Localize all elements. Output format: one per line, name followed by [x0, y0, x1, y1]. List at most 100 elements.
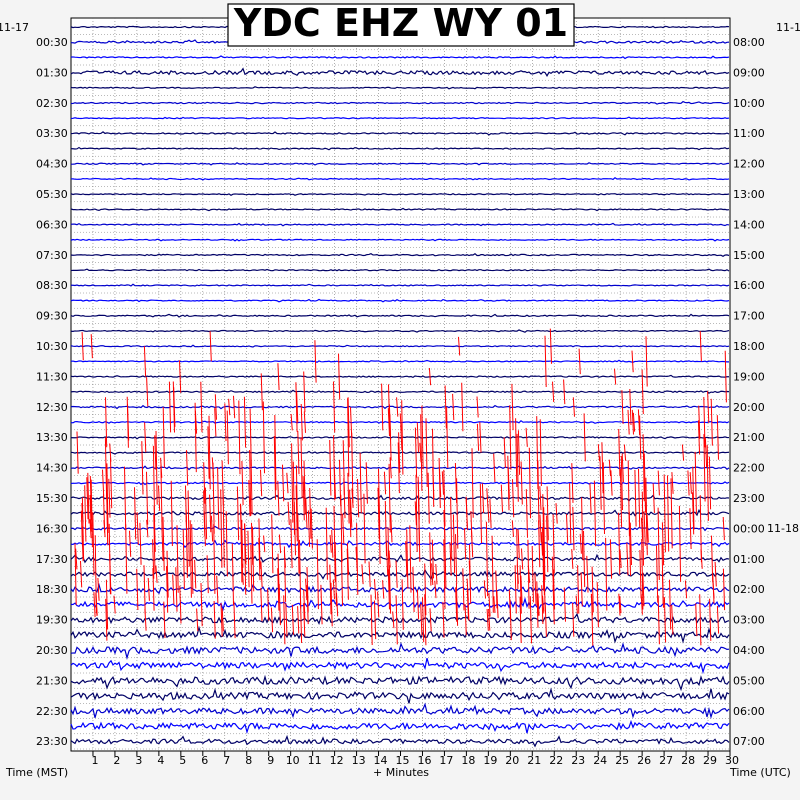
event-spike	[357, 478, 360, 518]
event-spike	[429, 532, 432, 586]
left-time-label: 11:30	[36, 370, 68, 383]
event-spike	[225, 511, 228, 577]
event-spike	[303, 603, 306, 637]
event-spike	[351, 488, 354, 508]
event-spike	[695, 603, 698, 637]
event-spike	[300, 437, 303, 499]
event-spike	[126, 396, 129, 448]
event-spike	[161, 526, 164, 561]
event-spike	[618, 593, 621, 616]
event-spike	[425, 418, 428, 488]
event-spike	[700, 549, 703, 569]
event-spike	[395, 560, 398, 588]
event-spike	[347, 472, 350, 524]
event-spike	[476, 396, 479, 418]
left-time-label: 12:30	[36, 401, 68, 414]
left-time-label: 21:30	[36, 674, 68, 687]
event-spike	[209, 494, 212, 533]
event-spike	[599, 456, 602, 510]
event-spike	[552, 569, 556, 610]
event-spike	[214, 408, 217, 437]
event-spike	[481, 483, 485, 514]
event-spike	[578, 348, 581, 375]
event-spike	[488, 608, 491, 631]
event-spike	[414, 427, 418, 478]
event-spike	[571, 463, 574, 503]
event-spike	[555, 503, 558, 524]
event-spike	[175, 567, 178, 612]
event-spike	[186, 450, 189, 486]
event-spike	[471, 530, 474, 558]
event-spike	[422, 597, 425, 643]
event-spike	[416, 589, 420, 620]
x-tick-label: 3	[135, 754, 142, 767]
event-spike	[108, 478, 111, 518]
event-spike	[87, 472, 90, 524]
event-spike	[610, 470, 613, 496]
event-spike	[583, 530, 586, 588]
event-spike	[711, 535, 714, 583]
right-time-label: 14:00	[733, 218, 765, 231]
event-spike	[516, 433, 519, 502]
event-spike	[110, 457, 113, 509]
event-spike	[546, 515, 549, 573]
event-spike	[306, 585, 309, 625]
event-spike	[106, 463, 109, 534]
event-spike	[374, 579, 377, 600]
event-spike	[387, 569, 390, 610]
event-spike	[641, 491, 644, 566]
event-spike	[92, 512, 95, 576]
event-spike	[231, 543, 234, 606]
event-spike	[81, 497, 85, 561]
event-spike	[293, 501, 296, 556]
right-time-label: 12:00	[733, 158, 765, 171]
event-spike	[136, 568, 139, 611]
event-spike	[467, 588, 470, 621]
event-spike	[291, 604, 294, 635]
event-spike	[722, 516, 725, 541]
x-tick-label: 1	[92, 754, 99, 767]
event-spike	[213, 600, 216, 639]
event-spikes	[74, 328, 727, 646]
event-spike	[340, 542, 343, 606]
event-spike	[439, 468, 442, 498]
traces	[70, 25, 730, 748]
right-time-label: 05:00	[733, 674, 765, 687]
event-spike	[642, 434, 645, 502]
event-spike	[516, 564, 519, 584]
seismic-trace	[70, 508, 730, 517]
event-spike	[241, 519, 244, 568]
event-spike	[671, 604, 674, 635]
left-time-label: 23:30	[36, 735, 68, 748]
event-spike	[346, 548, 349, 600]
left-time-label: 01:30	[36, 66, 68, 79]
event-spike	[420, 414, 423, 491]
event-spike	[712, 575, 715, 604]
x-tick-label: 18	[461, 754, 475, 767]
event-spike	[581, 497, 584, 560]
event-spike	[330, 582, 333, 627]
event-spike	[401, 400, 404, 475]
event-spike	[297, 606, 300, 634]
event-spike	[374, 600, 377, 640]
event-spike	[332, 579, 335, 600]
seismic-trace	[70, 252, 730, 257]
event-spike	[370, 594, 373, 646]
event-spike	[250, 451, 253, 515]
event-spike	[224, 403, 227, 442]
event-spike	[168, 381, 172, 433]
event-spike	[608, 459, 611, 477]
event-spike	[455, 534, 458, 584]
event-spike	[210, 515, 214, 542]
x-tick-label: 7	[223, 754, 230, 767]
event-spike	[479, 483, 482, 544]
seismic-trace	[70, 674, 730, 692]
event-spike	[703, 434, 706, 502]
event-spike	[320, 584, 323, 625]
event-spike	[105, 598, 108, 641]
seismic-trace	[70, 481, 730, 486]
event-spike	[643, 453, 646, 513]
event-spike	[134, 487, 137, 540]
event-spike	[389, 457, 392, 479]
event-spike	[95, 593, 98, 616]
